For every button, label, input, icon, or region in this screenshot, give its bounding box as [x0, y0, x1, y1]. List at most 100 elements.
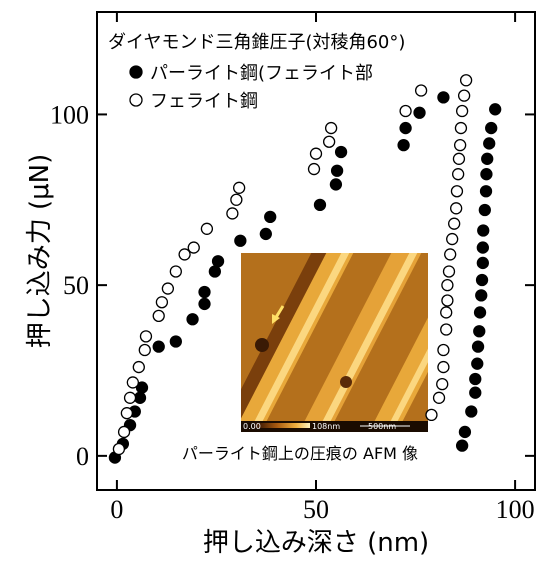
data-point: [472, 358, 483, 369]
data-point: [453, 169, 464, 180]
legend-title: ダイヤモンド三角錐圧子(対稜角60°): [108, 32, 405, 53]
data-point: [201, 223, 212, 234]
data-point: [162, 283, 173, 294]
data-point: [153, 310, 164, 321]
y-axis-label: 押し込み力 (μN): [25, 154, 55, 349]
data-point: [486, 123, 497, 134]
data-point: [479, 205, 490, 216]
legend-marker: [130, 66, 142, 78]
data-point: [311, 148, 322, 159]
data-point: [470, 374, 481, 385]
data-point: [426, 409, 437, 420]
data-point: [234, 182, 245, 193]
data-point: [336, 146, 347, 157]
data-point: [227, 208, 238, 219]
colorbar-max: 108nm: [312, 422, 340, 431]
data-point: [441, 324, 452, 335]
data-point: [309, 164, 320, 175]
data-point: [314, 199, 325, 210]
afm-inset: [220, 240, 496, 432]
data-point: [231, 194, 242, 205]
data-point: [121, 408, 132, 419]
data-point: [447, 234, 458, 245]
legend-marker: [130, 94, 142, 106]
data-point: [449, 218, 460, 229]
data-point: [187, 314, 198, 325]
data-point: [457, 106, 468, 117]
data-point: [455, 140, 466, 151]
data-point: [416, 85, 427, 96]
data-point: [170, 336, 181, 347]
data-point: [209, 266, 220, 277]
chart: 0.00 108nm 500nm パーライト鋼上の圧痕の AFM 像 ダイヤモン…: [0, 0, 549, 563]
data-point: [484, 138, 495, 149]
data-point: [459, 426, 470, 437]
x-axis-label: 押し込み深さ (nm): [203, 528, 429, 558]
data-point: [434, 392, 445, 403]
data-point: [113, 444, 124, 455]
x-tick-label: 100: [496, 495, 535, 524]
data-point: [445, 249, 456, 260]
data-point: [457, 440, 468, 451]
data-point: [260, 228, 271, 239]
data-point: [442, 295, 453, 306]
data-point: [199, 286, 210, 297]
y-tick-label: 50: [63, 271, 89, 300]
data-point: [235, 235, 246, 246]
data-point: [459, 90, 470, 101]
data-point: [470, 387, 481, 398]
data-point: [199, 298, 210, 309]
data-point: [127, 377, 138, 388]
legend-label: フェライト鋼: [150, 91, 258, 112]
data-point: [474, 326, 485, 337]
data-point: [478, 225, 489, 236]
data-point: [490, 104, 501, 115]
data-point: [438, 92, 449, 103]
data-point: [265, 211, 276, 222]
inset-caption: パーライト鋼上の圧痕の AFM 像: [182, 444, 418, 463]
data-point: [213, 256, 224, 267]
data-point: [476, 290, 487, 301]
data-point: [324, 136, 335, 147]
x-tick-label: 0: [110, 495, 123, 524]
data-point: [140, 331, 151, 342]
data-point: [455, 123, 466, 134]
data-point: [477, 275, 488, 286]
data-point: [414, 107, 425, 118]
x-tick-label: 50: [303, 495, 329, 524]
data-point: [156, 297, 167, 308]
data-point: [139, 345, 150, 356]
legend-label: パーライト鋼(フェライト部: [150, 63, 373, 84]
data-point: [438, 362, 449, 373]
data-point: [326, 123, 337, 134]
data-point: [473, 341, 484, 352]
data-point: [332, 165, 343, 176]
data-point: [441, 307, 452, 318]
data-point: [400, 106, 411, 117]
data-point: [125, 392, 136, 403]
scale-bar-label: 500nm: [368, 422, 396, 431]
data-point: [153, 341, 164, 352]
data-point: [438, 345, 449, 356]
y-tick-label: 100: [50, 100, 89, 129]
data-point: [400, 123, 411, 134]
data-point: [443, 266, 454, 277]
colorbar-min: 0.00: [243, 422, 261, 431]
data-point: [481, 169, 492, 180]
data-point: [482, 153, 493, 164]
data-point: [133, 362, 144, 373]
data-point: [188, 242, 199, 253]
data-point: [461, 75, 472, 86]
y-tick-label: 0: [76, 442, 89, 471]
data-point: [451, 186, 462, 197]
data-point: [451, 203, 462, 214]
data-point: [481, 186, 492, 197]
data-point: [119, 426, 130, 437]
data-point: [466, 406, 477, 417]
data-point: [477, 242, 488, 253]
data-point: [442, 280, 453, 291]
data-point: [475, 307, 486, 318]
data-point: [437, 379, 448, 390]
data-point: [398, 140, 409, 151]
data-point: [453, 153, 464, 164]
